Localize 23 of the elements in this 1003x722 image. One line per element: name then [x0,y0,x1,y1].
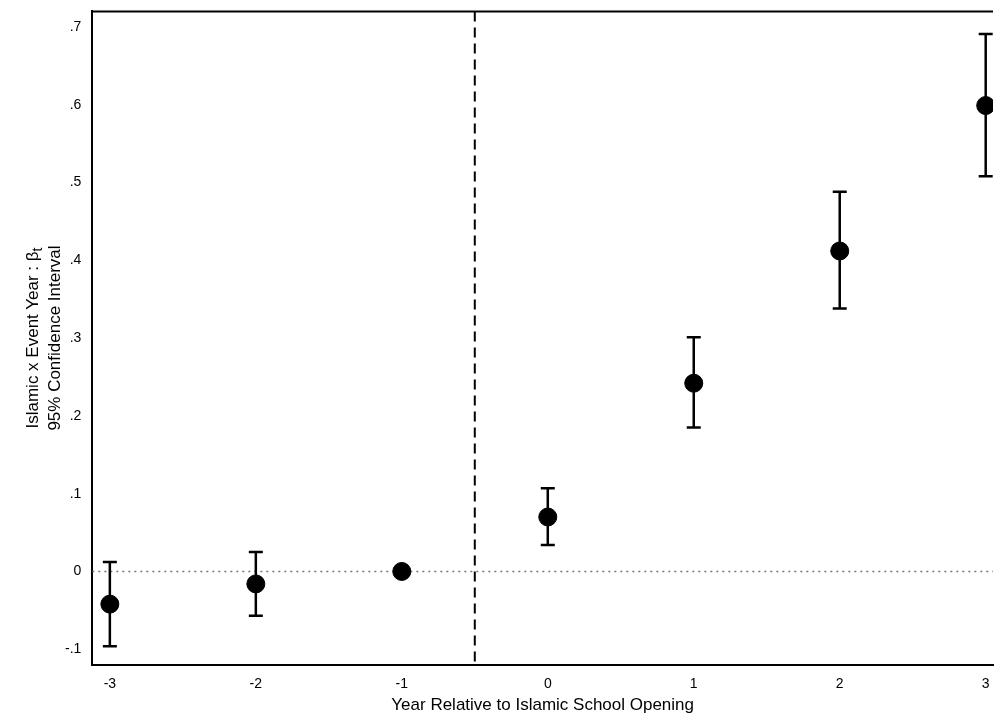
x-tick-label: 0 [543,675,552,692]
point [538,507,558,527]
point [100,594,120,614]
point [830,241,850,261]
y-tick-label: .4 [69,251,82,268]
y-tick-label: .5 [69,173,82,190]
point [392,561,412,581]
x-tick-label: -1 [395,675,409,692]
y-tick-label: 0 [73,562,82,579]
x-tick-label: -3 [103,675,117,692]
y-tick-label: .7 [69,17,82,34]
y-tick-label: .1 [69,484,82,501]
point [246,574,266,594]
y-tick-label: .6 [69,95,82,112]
x-tick-label: 2 [835,675,844,692]
y-tick-label: -.1 [64,640,82,657]
y-tick-label: .2 [69,406,82,423]
x-tick-label: -2 [249,675,263,692]
point [684,373,704,393]
y-tick-label: .3 [69,328,82,345]
x-tick-label: 1 [689,675,698,692]
x-tick-label: 3 [981,675,990,692]
x-axis-title: Year Relative to Islamic School Opening [391,695,695,715]
